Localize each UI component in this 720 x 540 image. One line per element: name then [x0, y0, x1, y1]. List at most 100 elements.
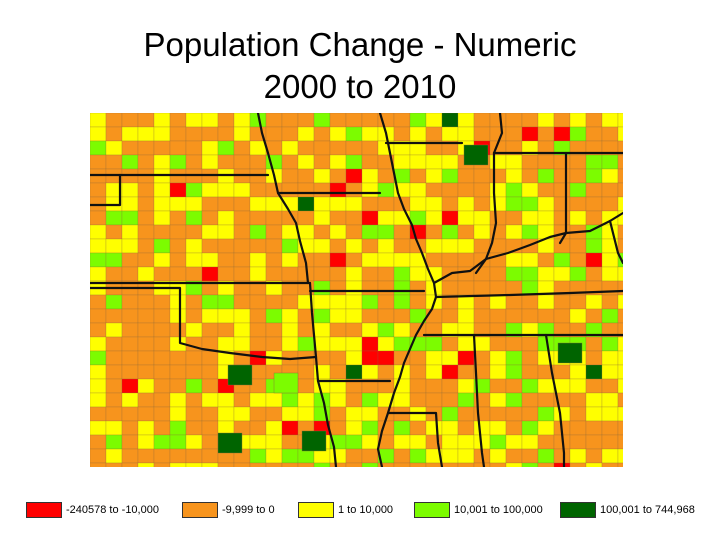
county-cell [617, 210, 623, 226]
county-cell [361, 154, 379, 170]
county-cell [329, 126, 347, 142]
county-cell [281, 294, 299, 310]
county-cell [505, 154, 523, 170]
county-cell [281, 238, 299, 254]
county-cell [313, 336, 331, 352]
county-cell [457, 113, 475, 128]
county-cell [121, 462, 139, 467]
county-cell [585, 406, 603, 422]
county-cell [121, 113, 139, 128]
county-cell [345, 113, 363, 128]
county-cell [377, 252, 395, 268]
county-cell [345, 154, 363, 170]
county-cell [553, 168, 571, 184]
county-cell [617, 406, 623, 422]
county-cell [137, 126, 155, 142]
county-cell [90, 182, 107, 198]
county-cell [377, 294, 395, 310]
county-cell [90, 322, 107, 338]
county-cell [329, 182, 347, 198]
county-cell [137, 406, 155, 422]
county-cell [297, 406, 315, 422]
county-cell [90, 224, 107, 240]
county-cell [617, 308, 623, 324]
county-cell [90, 392, 107, 408]
county-cell [297, 113, 315, 128]
county-cell [90, 406, 107, 422]
county-cell [105, 420, 123, 436]
county-cell [569, 294, 587, 310]
county-cell [409, 462, 427, 467]
county-cell [505, 364, 523, 380]
county-cell [521, 448, 539, 464]
county-cell [617, 196, 623, 212]
county-cell [233, 294, 251, 310]
county-cell [505, 448, 523, 464]
county-cell [185, 420, 203, 436]
county-cell [441, 434, 459, 450]
county-cell [169, 406, 187, 422]
county-cell [249, 308, 267, 324]
county-cell [569, 434, 587, 450]
county-cell [377, 308, 395, 324]
county-cell [281, 462, 299, 467]
county-cell [90, 434, 107, 450]
county-cell [441, 350, 459, 366]
county-cell [313, 238, 331, 254]
county-cell [393, 113, 411, 128]
county-cell [585, 196, 603, 212]
county-cell [90, 378, 107, 394]
county-cell [313, 182, 331, 198]
county-cell [377, 280, 395, 296]
county-cell [329, 196, 347, 212]
county-cell [105, 406, 123, 422]
county-cell [185, 322, 203, 338]
county-cell [361, 140, 379, 156]
county-cell [265, 420, 283, 436]
county-cell [393, 224, 411, 240]
county-cell [441, 336, 459, 352]
county-cell [457, 252, 475, 268]
county-cell [153, 434, 171, 450]
county-cell [265, 462, 283, 467]
county-cell [345, 392, 363, 408]
legend-label: -9,999 to 0 [222, 504, 275, 516]
county-cell [185, 266, 203, 282]
county-cell [489, 434, 507, 450]
county-cell [105, 113, 123, 128]
county-cell [249, 336, 267, 352]
county-cell [153, 210, 171, 226]
county-cell [201, 266, 219, 282]
county-cell [505, 406, 523, 422]
county-cell [201, 210, 219, 226]
county-cell [521, 126, 539, 142]
county-cell [409, 154, 427, 170]
county-cell [489, 308, 507, 324]
county-cell [409, 392, 427, 408]
county-cell [345, 420, 363, 436]
county-cell [537, 210, 555, 226]
county-cell [201, 448, 219, 464]
county-cell [249, 392, 267, 408]
county-cell [153, 378, 171, 394]
county-cell [553, 210, 571, 226]
county-cell [137, 196, 155, 212]
county-cell [153, 182, 171, 198]
county-cell [329, 210, 347, 226]
county-cell [201, 434, 219, 450]
county-cell [393, 266, 411, 282]
county-cell [425, 154, 443, 170]
county-cell [185, 434, 203, 450]
county-cell [505, 252, 523, 268]
county-cell [201, 322, 219, 338]
county-cell [569, 154, 587, 170]
county-cell [233, 462, 251, 467]
county-cell [585, 252, 603, 268]
county-cell [361, 294, 379, 310]
county-cell [585, 238, 603, 254]
county-cell [153, 336, 171, 352]
county-cell [281, 182, 299, 198]
county-cell [297, 182, 315, 198]
county-cell [537, 252, 555, 268]
